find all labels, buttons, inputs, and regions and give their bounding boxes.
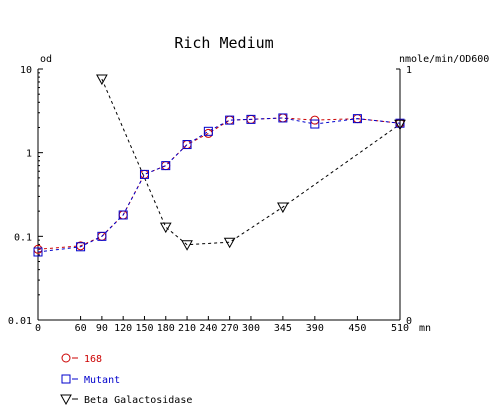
x-axis-unit-label: mn	[419, 323, 431, 334]
series-markers	[33, 74, 406, 257]
y-left-tick-label: 1	[26, 149, 32, 160]
x-tick-label: 390	[306, 323, 324, 334]
y-left-axis-ticks: 10 1 0.1 0.01	[8, 65, 43, 327]
series-line	[37, 117, 401, 250]
x-tick-label: 180	[157, 323, 175, 334]
data-point	[139, 169, 149, 179]
x-tick-label: 120	[114, 323, 132, 334]
data-point	[352, 114, 362, 124]
series-line	[101, 78, 401, 246]
legend-marker	[61, 353, 71, 363]
y-right-tick-label: 1	[406, 65, 412, 76]
x-axis-ticks: 0 60 90 120 150 180 210 240 270 300 345 390 450 510	[35, 316, 409, 334]
y-right-axis-label: nmole/min/OD600	[399, 54, 489, 65]
chart-title: Rich Medium	[174, 34, 273, 52]
legend-label: Mutant	[84, 375, 120, 386]
series-line	[37, 117, 401, 253]
data-point	[159, 222, 172, 234]
y-left-tick-label: 10	[20, 65, 32, 76]
data-point	[278, 113, 288, 123]
data-point	[139, 169, 149, 179]
data-point	[395, 118, 405, 128]
data-point	[96, 74, 108, 86]
x-tick-label: 345	[274, 323, 292, 334]
legend: 168 Mutant Beta Galactosidase	[60, 353, 192, 405]
legend-marker	[60, 394, 72, 405]
data-point	[97, 231, 107, 241]
y-left-axis-label: od	[40, 54, 52, 65]
data-point	[161, 161, 171, 171]
x-tick-label: 60	[75, 323, 87, 334]
x-tick-label: 240	[199, 323, 217, 334]
y-right-axis-ticks: 10	[396, 65, 412, 327]
data-point	[277, 202, 289, 214]
legend-label: 168	[84, 354, 102, 365]
data-point	[118, 210, 128, 220]
data-point	[394, 119, 406, 131]
data-point	[161, 161, 171, 171]
x-tick-label: 450	[348, 323, 366, 334]
data-point	[33, 247, 43, 257]
x-tick-label: 300	[242, 323, 260, 334]
y-left-tick-label: 0.1	[14, 232, 32, 243]
x-tick-label: 210	[178, 323, 196, 334]
series-lines	[37, 78, 401, 253]
data-point	[76, 242, 86, 252]
x-tick-label: 0	[35, 323, 41, 334]
data-point	[223, 237, 236, 249]
legend-label: Beta Galactosidase	[84, 395, 192, 405]
data-point	[310, 119, 320, 129]
chart-title-group: Rich Medium	[174, 34, 273, 52]
data-point	[246, 114, 256, 124]
data-point	[181, 240, 193, 251]
y-right-tick-label: 0	[406, 316, 412, 327]
x-tick-label: 270	[221, 323, 239, 334]
data-point	[182, 140, 192, 150]
x-tick-label: 90	[96, 323, 108, 334]
y-left-tick-label: 0.01	[8, 316, 32, 327]
x-tick-label: 510	[391, 323, 409, 334]
data-point	[182, 140, 192, 150]
data-point	[203, 126, 213, 136]
legend-marker	[61, 374, 71, 384]
data-point	[225, 115, 235, 125]
x-tick-label: 150	[135, 323, 153, 334]
